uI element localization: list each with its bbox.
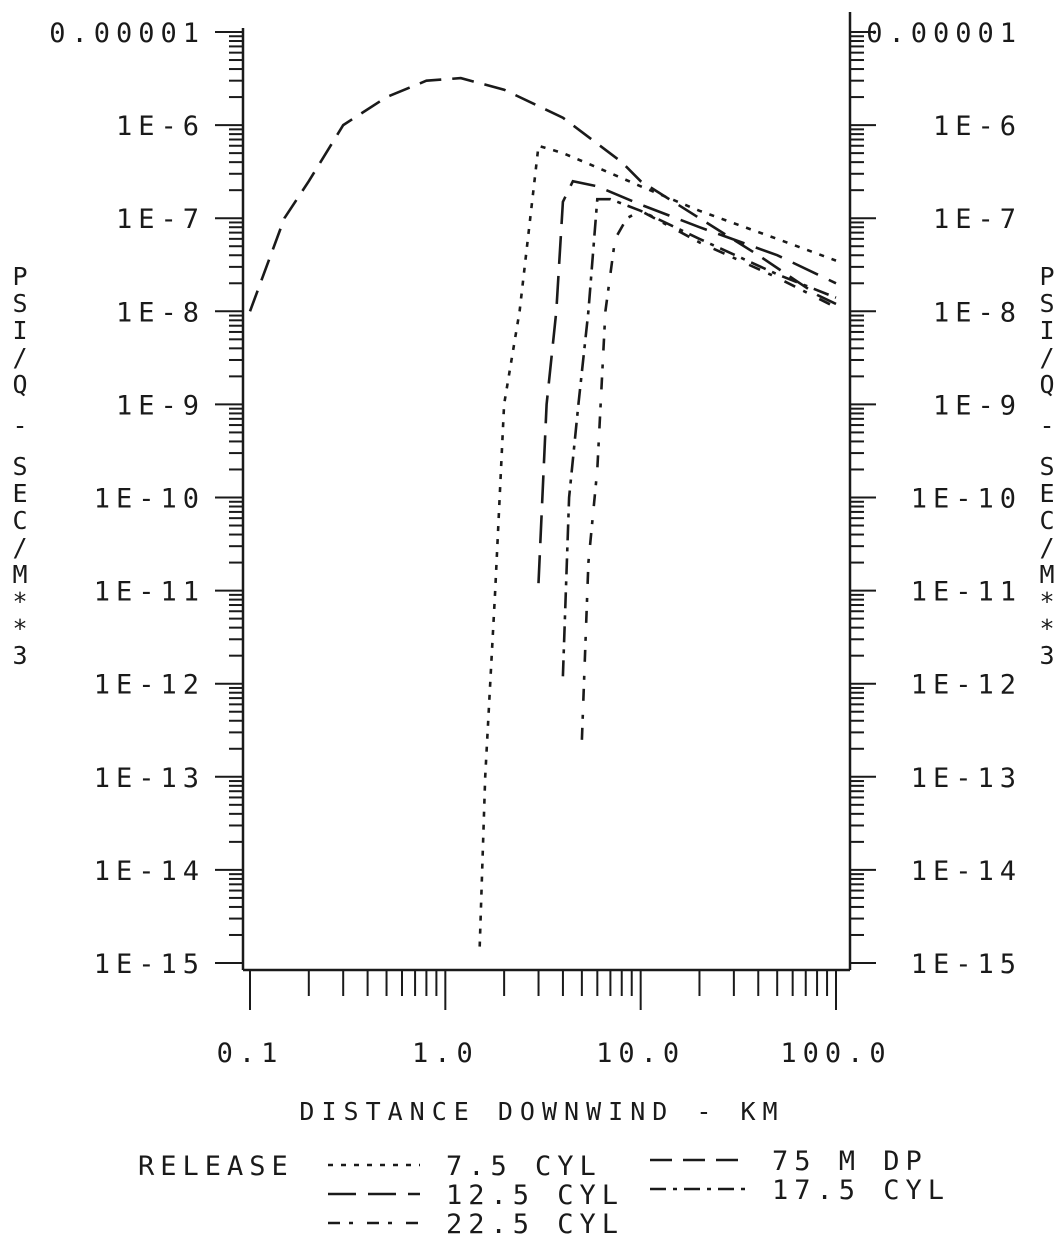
x-axis-title: DISTANCE DOWNWIND - KM [299,1097,784,1126]
y-tick-label-left: 1E-14 [94,856,205,887]
y-tick-label-right: 1E-6 [933,111,1022,142]
y-axis-title-char: S [1039,289,1054,318]
y-tick-label-left: 1E-9 [116,390,205,421]
y-tick-label-left: 1E-6 [116,111,205,142]
bottom-tick-labels: 0.1 1.0 10.0 100.0 [217,1038,891,1069]
y-tick-label-left: 1E-12 [94,670,205,701]
bottom-axis-ticks [249,970,837,1010]
y-axis-title-char: * [1039,587,1054,616]
legend-label: 7.5 CYL [446,1151,602,1182]
series-line [248,76,837,312]
y-tick-label-left: 1E-13 [94,763,205,794]
y-axis-title-char: Q [12,370,27,399]
y-tick-label-right: 1E-11 [911,577,1022,608]
legend-title: RELEASE [138,1151,294,1182]
y-tick-label-right: 1E-14 [911,856,1022,887]
y-tick-label-right: 0.00001 [866,18,1022,49]
right-axis-ticks [850,31,876,964]
y-tick-label-right: 1E-10 [911,484,1022,515]
legend-label: 22.5 CYL [446,1209,624,1240]
y-tick-label-left: 0.00001 [49,18,205,49]
y-axis-title-char: I [12,316,27,345]
y-axis-title-char: M [1039,560,1054,589]
y-tick-label-right: 1E-13 [911,763,1022,794]
y-tick-label-left: 1E-8 [116,297,205,328]
y-tick-label-right: 1E-12 [911,670,1022,701]
y-tick-label-right: 1E-7 [933,204,1022,235]
y-tick-label-right: 1E-8 [933,297,1022,328]
y-tick-label-right: 1E-15 [911,949,1022,980]
series-group [248,76,837,947]
x-tick-label: 10.0 [596,1038,685,1069]
y-axis-title-char: C [1039,506,1054,535]
y-axis-title-char: 3 [1039,641,1054,670]
y-axis-title-char: / [1039,343,1054,372]
y-axis-title-char: / [1039,533,1054,562]
x-tick-label: 1.0 [412,1038,479,1069]
y-axis-title-char: P [12,262,27,291]
y-tick-label-left: 1E-10 [94,484,205,515]
y-axis-title-char: - [12,411,27,440]
series-line [561,197,837,677]
legend-label: 17.5 CYL [772,1175,950,1206]
y-tick-label-right: 1E-9 [933,390,1022,421]
y-axis-title-char: Q [1039,370,1054,399]
y-tick-label-left: 1E-15 [94,949,205,980]
x-tick-label: 100.0 [780,1038,891,1069]
legend-label: 12.5 CYL [446,1180,624,1211]
y-axis-title-char: / [12,533,27,562]
y-axis-title-char: C [12,506,27,535]
series-line [478,144,837,947]
series-line [580,209,837,740]
series-line [537,179,837,584]
y-axis-title-char: S [12,452,27,481]
y-axis-title-char: M [12,560,27,589]
y-axis-title-char: * [1039,614,1054,643]
y-axis-title-char: 3 [12,641,27,670]
left-tick-labels: 0.00001 1E-6 1E-7 1E-8 1E-9 1E-10 1E-11 1E-12 1E… [49,18,205,980]
y-axis-title-char: I [1039,316,1054,345]
y-axis-title-char: E [1039,479,1054,508]
legend-label: 75 M DP [772,1146,928,1177]
y-axis-title-char: * [12,587,27,616]
right-tick-labels: 0.00001 1E-6 1E-7 1E-8 1E-9 1E-10 1E-11 1E-12 1E… [866,18,1022,980]
y-axis-title-char: S [1039,452,1054,481]
y-axis-title-char: / [12,343,27,372]
y-axis-title-right: PSI/Q-SEC/M**3 [1039,262,1054,670]
y-axis-title-char: S [12,289,27,318]
x-tick-label: 0.1 [217,1038,284,1069]
y-axis-title-left: PSI/Q-SEC/M**3 [12,262,27,670]
y-tick-label-left: 1E-11 [94,577,205,608]
y-axis-title-char: * [12,614,27,643]
y-axis-title-char: P [1039,262,1054,291]
y-tick-label-left: 1E-7 [116,204,205,235]
y-axis-title-char: - [1039,411,1054,440]
left-axis-ticks [215,31,243,964]
y-axis-title-char: E [12,479,27,508]
